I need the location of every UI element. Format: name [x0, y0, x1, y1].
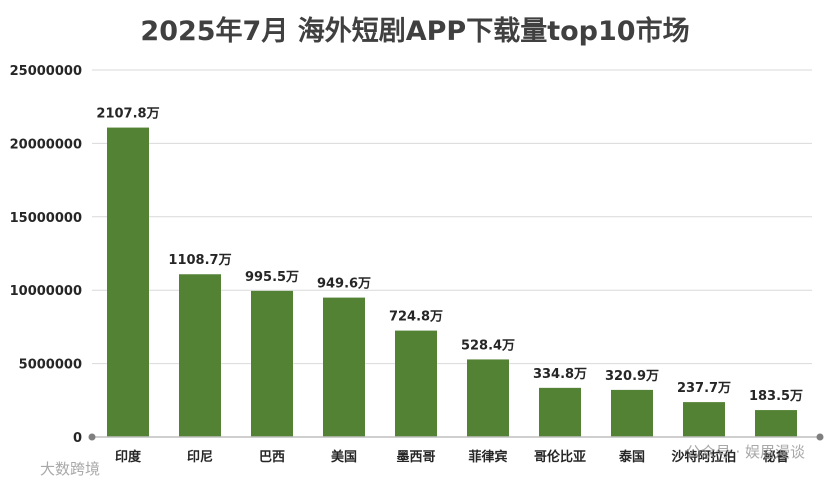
data-label: 183.5万	[749, 389, 803, 404]
data-label: 1108.7万	[168, 253, 231, 268]
watermark-left: 大数跨境	[40, 460, 100, 478]
data-labels: 2107.8万 1108.7万 995.5万 949.6万 724.8万 528.4万 33…	[96, 107, 803, 404]
data-label: 528.4万	[461, 338, 515, 353]
bar	[467, 359, 509, 437]
x-tick-label: 美国	[331, 449, 357, 465]
bars	[107, 127, 797, 438]
x-tick-label: 哥伦比亚	[534, 449, 586, 465]
x-tick-label: 巴西	[259, 450, 285, 465]
x-tick-label: 印度	[115, 449, 142, 465]
watermark-right: 公众号 · 娱眉漫谈	[686, 443, 805, 461]
x-tick-label: 墨西哥	[396, 449, 435, 465]
y-tick-label: 20000000	[10, 137, 82, 152]
data-label: 334.8万	[533, 367, 587, 382]
bar	[611, 389, 653, 437]
data-label: 2107.8万	[96, 107, 159, 122]
bar	[107, 127, 149, 438]
bar	[539, 387, 581, 437]
y-tick-label: 25000000	[10, 64, 82, 79]
data-label: 949.6万	[317, 277, 371, 292]
data-label: 237.7万	[677, 381, 731, 396]
chart-title: 2025年7月 海外短剧APP下载量top10市场	[140, 15, 689, 47]
axis-end-dot-right	[816, 433, 824, 441]
bar	[755, 410, 797, 437]
x-tick-label: 泰国	[618, 449, 645, 465]
y-tick-label: 10000000	[10, 284, 82, 299]
data-label: 995.5万	[245, 270, 299, 285]
x-tick-label: 沙特阿拉伯	[671, 449, 736, 465]
axis-end-dot-left	[88, 433, 96, 441]
bar	[395, 330, 437, 437]
y-tick-label: 15000000	[10, 211, 82, 226]
bar	[323, 297, 365, 437]
bar	[251, 290, 293, 437]
y-tick-label: 0	[73, 431, 82, 446]
data-label: 320.9万	[605, 369, 659, 384]
x-axis-ticks: 印度 印尼 巴西 美国 墨西哥 菲律宾 哥伦比亚 泰国 沙特阿拉伯 秘鲁	[115, 449, 789, 465]
x-tick-label: 菲律宾	[468, 449, 507, 465]
bar	[179, 274, 221, 437]
y-tick-label: 5000000	[19, 358, 82, 373]
y-axis-ticks: 0 5000000 10000000 15000000 20000000 25000000	[10, 64, 82, 446]
data-label: 724.8万	[389, 310, 443, 325]
bar	[683, 402, 725, 437]
x-tick-label: 印尼	[187, 450, 213, 465]
x-tick-label: 秘鲁	[763, 449, 789, 465]
